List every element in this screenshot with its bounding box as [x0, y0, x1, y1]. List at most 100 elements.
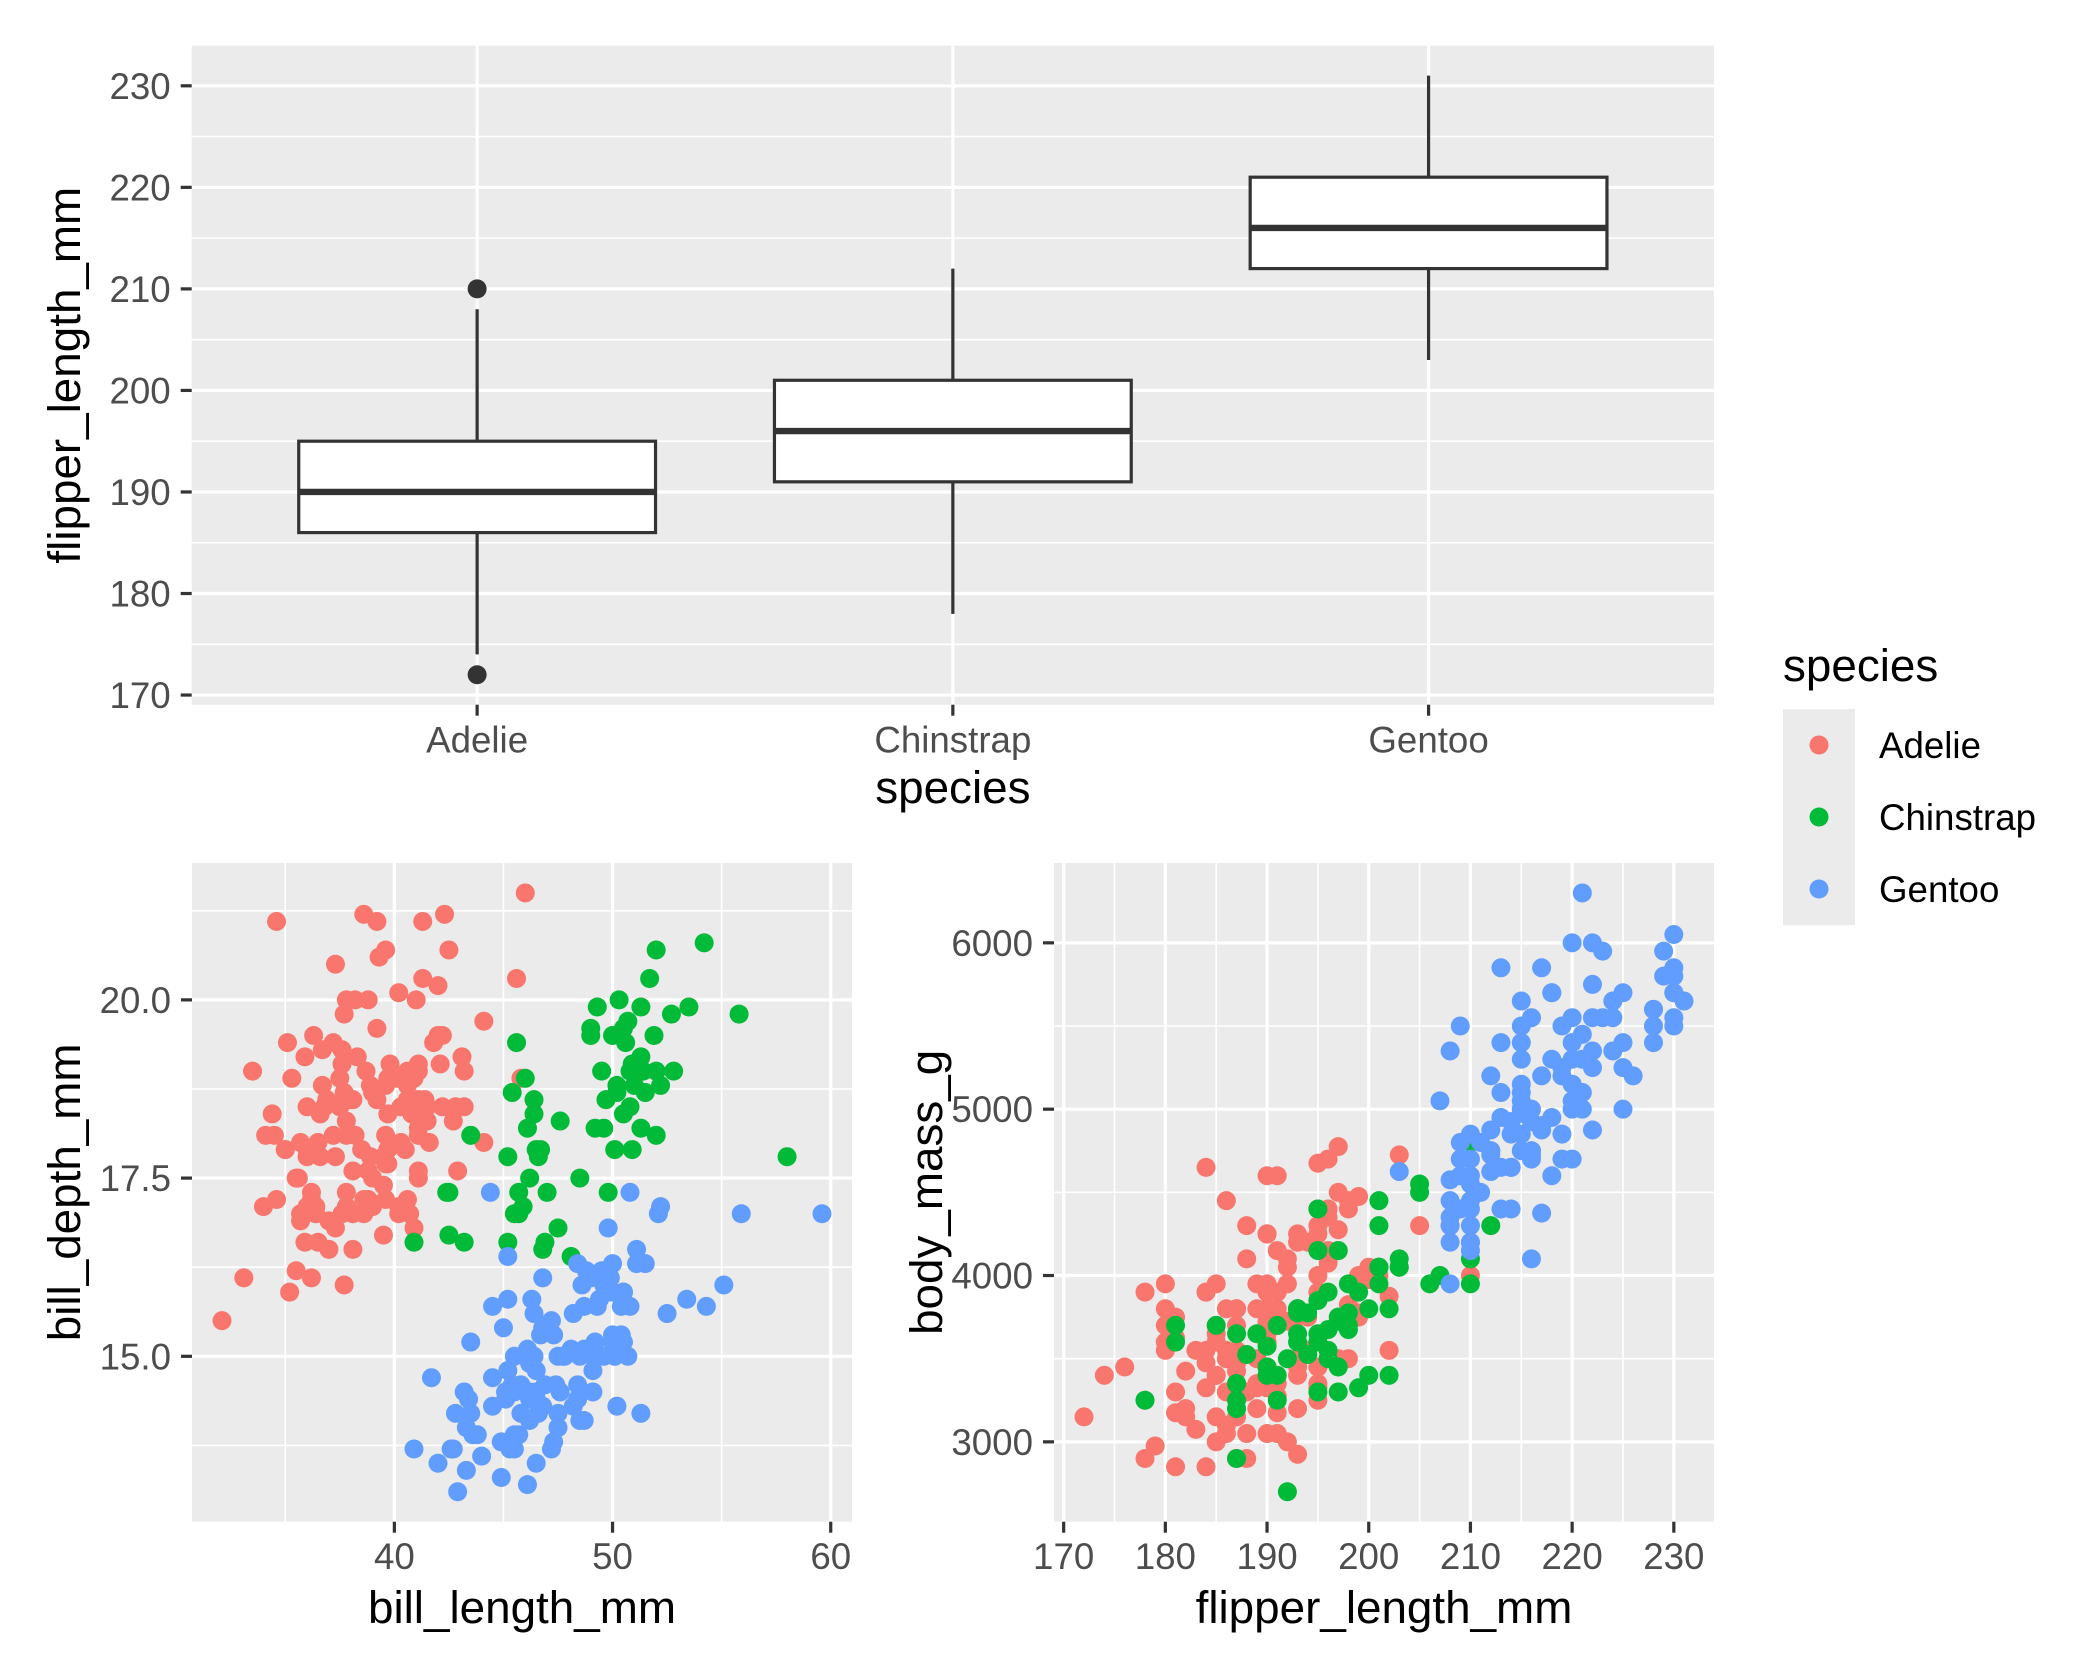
point-adelie	[400, 1204, 420, 1224]
x-tick-label: 180	[1135, 1536, 1196, 1577]
series-chinstrap	[1135, 1132, 1501, 1502]
point-gentoo	[1603, 1041, 1623, 1061]
point-adelie	[1216, 1424, 1236, 1444]
x-axis-title: bill_length_mm	[368, 1582, 676, 1633]
point-chinstrap	[1460, 1274, 1480, 1294]
point-adelie	[507, 968, 527, 988]
point-adelie	[1166, 1403, 1186, 1423]
point-adelie	[1094, 1365, 1114, 1385]
point-adelie	[376, 1125, 396, 1145]
point-gentoo	[696, 1296, 716, 1316]
point-adelie	[1247, 1399, 1267, 1419]
point-chinstrap	[454, 1232, 474, 1252]
mass-scatter-panel: 3000 4000 5000 6000 170 180 190 200 210 220 230 fli…	[901, 863, 1714, 1633]
x-tick-label: 220	[1542, 1536, 1603, 1577]
point-gentoo	[1532, 958, 1552, 978]
point-adelie	[1196, 1457, 1216, 1477]
point-adelie	[515, 883, 535, 903]
point-chinstrap	[502, 1083, 522, 1103]
point-gentoo	[1613, 1099, 1633, 1119]
point-adelie	[1227, 1299, 1247, 1319]
legend-item-gentoo: Gentoo	[1809, 869, 1999, 910]
point-adelie	[264, 1125, 284, 1145]
point-gentoo	[1440, 1041, 1460, 1061]
point-adelie	[367, 911, 387, 931]
point-gentoo	[548, 1418, 568, 1438]
point-adelie	[439, 940, 459, 960]
point-chinstrap	[1328, 1357, 1348, 1377]
point-chinstrap	[605, 1140, 625, 1160]
point-gentoo	[548, 1403, 568, 1423]
point-adelie	[334, 1004, 354, 1024]
point-adelie	[1277, 1249, 1297, 1269]
point-adelie	[435, 904, 455, 924]
legend-key-adelie	[1809, 735, 1829, 755]
point-adelie	[336, 1182, 356, 1202]
point-adelie	[1196, 1353, 1216, 1373]
point-adelie	[413, 968, 433, 988]
point-adelie	[408, 1125, 428, 1145]
y-axis-title: bill_depth_mm	[39, 1043, 90, 1341]
point-adelie	[1257, 1224, 1277, 1244]
point-gentoo	[498, 1289, 518, 1309]
box-iqr	[1248, 175, 1609, 271]
point-adelie	[428, 976, 448, 996]
point-gentoo	[1511, 991, 1531, 1011]
y-tick-label: 3000	[951, 1422, 1033, 1463]
box-chinstrap	[772, 268, 1133, 614]
box-gentoo	[1248, 75, 1609, 360]
point-gentoo	[461, 1403, 481, 1423]
point-gentoo	[1572, 1024, 1592, 1044]
point-chinstrap	[404, 1232, 424, 1252]
point-chinstrap	[631, 1118, 651, 1138]
point-gentoo	[1664, 925, 1684, 945]
point-adelie	[286, 1261, 306, 1281]
point-chinstrap	[661, 1004, 681, 1024]
point-gentoo	[1511, 1124, 1531, 1144]
point-chinstrap	[640, 968, 660, 988]
point-chinstrap	[1237, 1345, 1257, 1365]
legend-key-gentoo	[1809, 879, 1829, 899]
point-chinstrap	[507, 1033, 527, 1053]
point-gentoo	[1491, 1033, 1511, 1053]
point-gentoo	[456, 1418, 476, 1438]
point-chinstrap	[1267, 1390, 1287, 1410]
legend-label-gentoo: Gentoo	[1879, 869, 1999, 910]
point-adelie	[330, 1068, 350, 1088]
point-adelie	[1186, 1419, 1206, 1439]
point-chinstrap	[1166, 1332, 1186, 1352]
point-chinstrap	[1277, 1482, 1297, 1502]
point-gentoo	[535, 1375, 555, 1395]
point-adelie	[325, 1147, 345, 1167]
point-adelie	[395, 1140, 415, 1160]
point-chinstrap	[618, 1011, 638, 1031]
point-gentoo	[1664, 983, 1684, 1003]
point-chinstrap	[729, 1004, 749, 1024]
point-adelie	[1135, 1448, 1155, 1468]
point-adelie	[1288, 1224, 1308, 1244]
point-chinstrap	[1135, 1390, 1155, 1410]
point-chinstrap	[515, 1068, 535, 1088]
point-adelie	[404, 1218, 424, 1238]
point-chinstrap	[620, 1061, 640, 1081]
point-adelie	[1196, 1282, 1216, 1302]
y-tick-label: 190	[109, 472, 170, 513]
point-adelie	[312, 1075, 332, 1095]
point-gentoo	[576, 1261, 596, 1281]
point-gentoo	[1613, 1058, 1633, 1078]
point-chinstrap	[439, 1182, 459, 1202]
point-chinstrap	[570, 1168, 590, 1188]
x-tick-label: 200	[1338, 1536, 1399, 1577]
point-chinstrap	[616, 1033, 636, 1053]
point-gentoo	[504, 1382, 524, 1402]
point-adelie	[1257, 1282, 1277, 1302]
point-adelie	[1074, 1407, 1094, 1427]
point-adelie	[297, 1197, 317, 1217]
point-gentoo	[651, 1197, 671, 1217]
point-chinstrap	[1379, 1299, 1399, 1319]
y-tick-label: 230	[109, 66, 170, 107]
point-adelie	[448, 1161, 468, 1181]
point-gentoo	[1572, 883, 1592, 903]
point-gentoo	[541, 1439, 561, 1459]
